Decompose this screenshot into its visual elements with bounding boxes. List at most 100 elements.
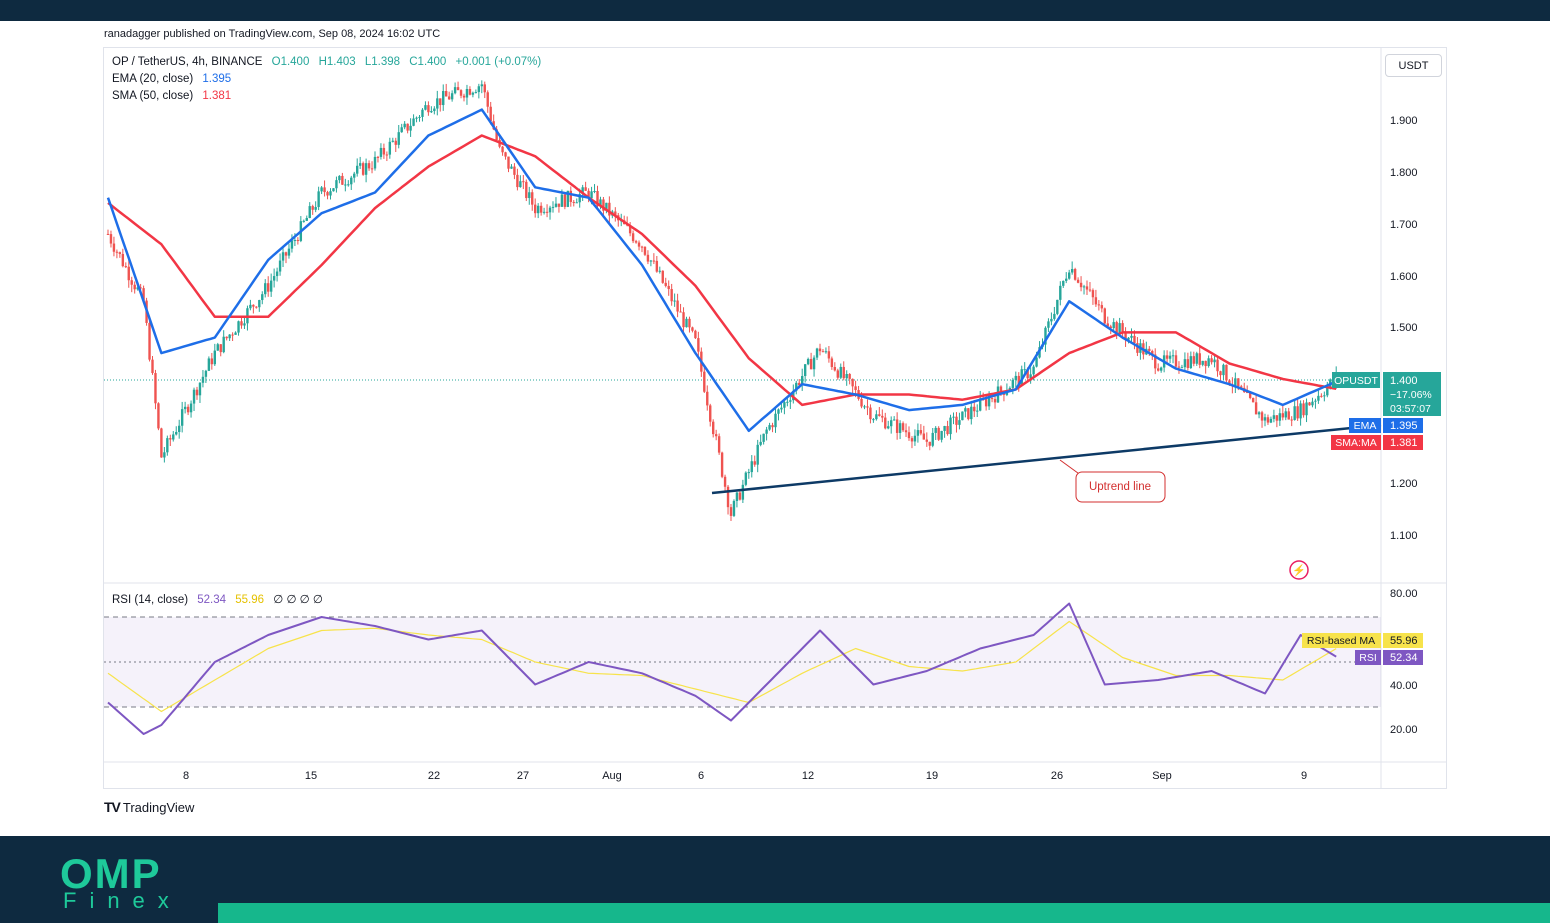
candle-body [1109,326,1112,329]
candle-body [528,192,531,199]
candle-body [115,251,119,253]
candle-body [302,220,305,222]
chart-svg[interactable]: Uptrend line ⚡ 1.900 1.800 1.700 1.600 1… [0,0,1550,836]
currency-selector[interactable]: USDT [1385,54,1442,77]
candle-body [812,357,816,370]
candle-body [557,203,561,207]
candle-body [409,125,412,131]
candle-body [373,156,377,169]
candle-body [406,123,409,131]
candle-body [768,425,771,430]
candle-body [459,90,463,96]
candle-body [1082,286,1086,288]
candle-body [1222,364,1225,376]
candle-body [1180,367,1184,369]
candle-body [1240,386,1243,388]
candle-body [510,166,513,169]
candle-body [364,163,368,175]
annotation-text: Uptrend line [1089,481,1151,493]
candle-body [296,240,300,242]
candle-body [1130,335,1133,338]
price-value: 1.400 [1390,375,1418,387]
candle-body [910,438,914,442]
candle-body [628,225,632,234]
candle-body [314,207,317,210]
candle-body [851,378,854,387]
candle-body [780,407,783,410]
legend-rsi-row: RSI (14, close) 52.34 55.96 ∅ ∅ ∅ ∅ [112,592,329,606]
ema-line [106,108,1337,433]
candle-body [1302,403,1305,416]
flash-icon[interactable] [1289,560,1309,580]
candle-body [178,425,181,433]
candle-body [1248,392,1252,398]
candle-body [445,91,448,97]
candle-body [575,202,578,204]
candle-body [789,400,792,402]
candle-body [964,408,967,412]
candle-body [943,426,946,431]
rsi-tag-text: RSI [1359,652,1377,664]
candle-body [806,358,810,365]
candle-body [361,163,365,175]
candle-body [593,191,596,193]
candle-body [1044,327,1047,345]
candle-body [1165,355,1169,359]
candle-body [803,364,807,377]
candle-body [201,376,205,383]
candle-body [747,472,750,474]
candle-body [679,311,682,313]
tradingview-logo[interactable]: TV TradingView [104,799,194,815]
candles [106,80,1338,522]
candle-body [655,260,659,272]
candle-body [370,168,374,170]
candle-body [1121,323,1124,333]
candle-body [1112,322,1115,329]
annotation-box[interactable] [1075,471,1166,503]
candle-body [765,429,768,434]
candle-body [1014,375,1017,380]
candle-body [148,322,151,360]
candle-body [664,282,667,286]
candle-body [495,129,498,140]
brand-logo: OMP [60,850,162,897]
candle-body [898,423,902,433]
candle-body [1260,412,1264,421]
uptrend-line[interactable] [711,423,1382,495]
candle-body [818,348,822,352]
candle-body [726,486,730,508]
candle-body [216,344,219,351]
candle-body [1174,355,1178,367]
candle-body [697,338,700,352]
price-tick: 1.900 [1390,115,1418,127]
symbol-tag-text: OPUSDT [1334,375,1378,387]
time-tick: 6 [698,770,704,782]
candle-body [507,156,510,169]
candle-body [480,84,483,87]
candle-body [1017,375,1020,385]
candle-body [839,366,842,378]
candle-body [317,191,320,208]
candle-body [869,407,872,420]
candle-body [605,202,608,211]
published-info: ranadagger published on TradingView.com,… [104,28,441,40]
candle-body [468,88,472,95]
candle-body [560,194,564,207]
candle-body [925,439,928,442]
candle-body [1168,355,1172,359]
candle-body [1287,411,1290,420]
candle-body [109,234,113,244]
candle-body [967,408,970,420]
candle-body [249,304,252,309]
candle-body [581,187,584,195]
candle-body [860,398,863,407]
candle-body [1234,378,1237,386]
candle-body [412,118,415,126]
candle-body [1305,402,1308,416]
candle-body [483,84,486,93]
candle-body [836,370,839,378]
candle-body [815,348,819,358]
candle-body [833,367,837,371]
candle-body [1311,401,1314,406]
candle-body [878,414,881,416]
